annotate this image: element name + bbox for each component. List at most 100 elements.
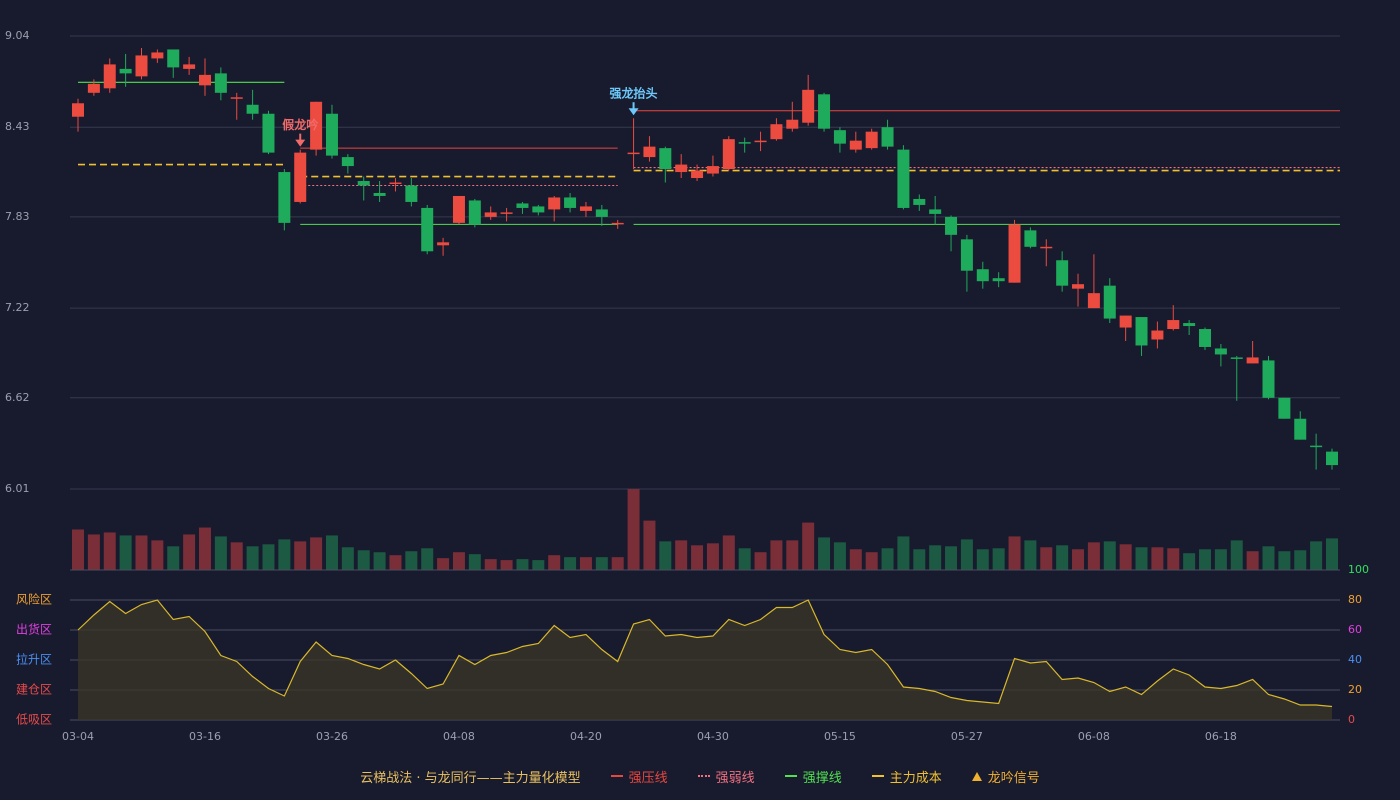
candle-body: [135, 55, 148, 77]
candle-body: [881, 127, 894, 147]
candle-body: [1072, 284, 1085, 289]
volume-bar: [865, 552, 878, 570]
candle-body: [373, 192, 386, 196]
candle-body: [802, 89, 815, 123]
volume-bar: [1151, 547, 1164, 570]
volume-bar: [167, 546, 180, 570]
y-tick-label: 60: [1348, 623, 1362, 636]
volume-bar: [452, 552, 465, 570]
volume-bar: [897, 536, 910, 570]
volume-bar: [437, 558, 450, 570]
candle-body: [151, 52, 164, 59]
candle-body: [1199, 329, 1212, 347]
volume-bar: [151, 540, 164, 570]
volume-bar: [659, 541, 672, 570]
legend-item: 强压线: [610, 767, 668, 786]
candle-body: [595, 209, 608, 217]
candle-body: [468, 200, 481, 225]
candle-body: [1103, 285, 1116, 319]
candle-body: [167, 49, 180, 68]
y-tick-label: 0: [1348, 713, 1355, 726]
candle-body: [1167, 320, 1180, 330]
candle-body: [1056, 260, 1069, 286]
candle-body: [341, 157, 354, 167]
zone-label: 拉升区: [16, 652, 52, 667]
candle-body: [1246, 357, 1259, 364]
volume-bar: [643, 520, 656, 570]
volume-bar: [579, 557, 592, 570]
candle-body: [976, 269, 989, 282]
candle-body: [1326, 451, 1338, 466]
volume-bar: [595, 557, 608, 570]
candle-body: [500, 212, 513, 214]
volume-bar: [214, 536, 227, 570]
volume-bar: [1008, 536, 1021, 570]
volume-bar: [183, 534, 196, 570]
candle-body: [516, 203, 529, 208]
volume-bar: [881, 548, 894, 570]
volume-bar: [72, 529, 84, 570]
candle-body: [770, 124, 783, 140]
volume-bar: [341, 547, 354, 570]
volume-bar: [325, 535, 338, 570]
candle-body: [532, 206, 545, 213]
volume-bar: [770, 540, 783, 570]
volume-bar: [1262, 546, 1275, 570]
candle-body: [1262, 360, 1275, 398]
candle-body: [579, 206, 592, 211]
volume-bar: [738, 548, 751, 570]
volume-bar: [405, 551, 418, 570]
volume-bar: [87, 534, 100, 570]
volume-bar: [786, 540, 799, 570]
volume-bar: [1119, 544, 1132, 570]
candle-body: [913, 198, 926, 205]
volume-bar: [1183, 553, 1196, 570]
legend-item: 强弱线: [697, 767, 755, 786]
candle-body: [738, 142, 751, 144]
candle-body: [659, 148, 672, 170]
y-tick-label: 20: [1348, 683, 1362, 696]
volume-bar: [1135, 547, 1148, 570]
volume-bar: [373, 552, 386, 570]
candle-body: [87, 83, 100, 93]
x-tick-label: 03-26: [316, 730, 348, 743]
candle-body: [786, 119, 799, 129]
zone-label: 出货区: [16, 622, 52, 637]
volume-bar: [1294, 550, 1307, 570]
legend-swatch: [971, 771, 982, 781]
volume-bar: [818, 537, 831, 570]
y-tick-label: 8.43: [5, 120, 30, 133]
candle-body: [1278, 397, 1291, 419]
volume-bar: [1230, 540, 1243, 570]
volume-bar: [516, 559, 529, 570]
candle-body: [357, 181, 370, 186]
candle-body: [1310, 445, 1323, 448]
candle-body: [214, 73, 227, 93]
volume-bar: [421, 548, 434, 570]
y-tick-label: 6.01: [5, 482, 30, 495]
volume-bar: [691, 545, 704, 570]
volume-bar: [310, 537, 323, 570]
legend-swatch: [784, 775, 797, 777]
candle-body: [1024, 230, 1037, 247]
candle-body: [310, 101, 323, 150]
volume-bar: [1199, 549, 1212, 570]
volume-bar: [1326, 538, 1338, 570]
y-tick-label: 40: [1348, 653, 1362, 666]
candle-body: [437, 242, 450, 246]
volume-bar: [230, 542, 243, 570]
candle-body: [643, 146, 656, 158]
volume-bar: [103, 532, 116, 570]
annotation-label: 假龙吟: [282, 117, 318, 132]
x-tick-label: 04-08: [443, 730, 475, 743]
candle-body: [611, 222, 624, 225]
x-tick-label: 05-27: [951, 730, 983, 743]
volume-bar: [929, 545, 942, 570]
volume-bar: [1167, 548, 1180, 570]
candle-body: [722, 139, 735, 170]
x-tick-label: 04-30: [697, 730, 729, 743]
candle-body: [1119, 315, 1132, 328]
volume-bar: [913, 549, 926, 570]
candle-body: [1151, 330, 1164, 340]
volume-bar: [1310, 541, 1323, 570]
